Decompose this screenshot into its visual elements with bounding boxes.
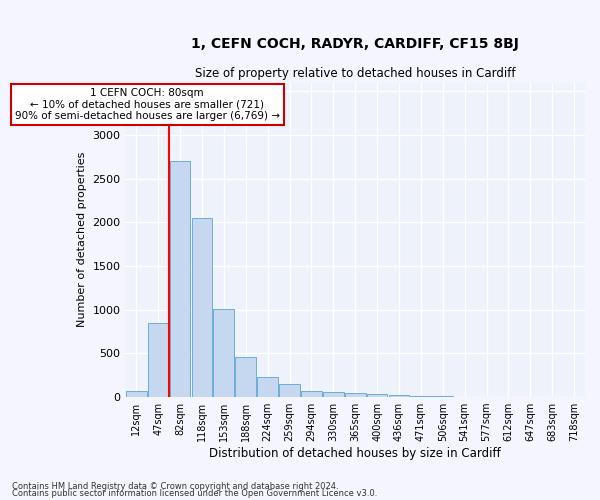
Bar: [345, 393, 365, 397]
Bar: [279, 384, 300, 397]
Bar: [148, 323, 169, 397]
Text: 1, CEFN COCH, RADYR, CARDIFF, CF15 8BJ: 1, CEFN COCH, RADYR, CARDIFF, CF15 8BJ: [191, 37, 519, 51]
Bar: [301, 391, 322, 397]
Bar: [257, 376, 278, 397]
Bar: [214, 309, 234, 397]
X-axis label: Distribution of detached houses by size in Cardiff: Distribution of detached houses by size …: [209, 447, 501, 460]
Text: Contains HM Land Registry data © Crown copyright and database right 2024.: Contains HM Land Registry data © Crown c…: [12, 482, 338, 491]
Text: 1 CEFN COCH: 80sqm
← 10% of detached houses are smaller (721)
90% of semi-detach: 1 CEFN COCH: 80sqm ← 10% of detached hou…: [15, 88, 280, 121]
Text: Contains public sector information licensed under the Open Government Licence v3: Contains public sector information licen…: [12, 489, 377, 498]
Bar: [367, 394, 388, 397]
Bar: [235, 358, 256, 397]
Bar: [170, 161, 190, 397]
Bar: [433, 396, 453, 397]
Bar: [126, 392, 146, 397]
Bar: [410, 396, 431, 397]
Bar: [191, 218, 212, 397]
Title: Size of property relative to detached houses in Cardiff: Size of property relative to detached ho…: [195, 67, 515, 80]
Bar: [323, 392, 344, 397]
Bar: [389, 396, 409, 397]
Y-axis label: Number of detached properties: Number of detached properties: [77, 152, 87, 328]
